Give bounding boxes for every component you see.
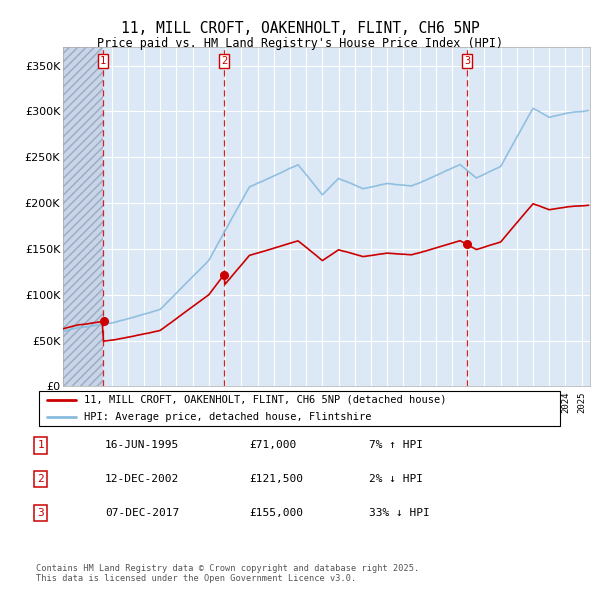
Text: 33% ↓ HPI: 33% ↓ HPI — [369, 509, 430, 518]
Text: 11, MILL CROFT, OAKENHOLT, FLINT, CH6 5NP (detached house): 11, MILL CROFT, OAKENHOLT, FLINT, CH6 5N… — [83, 395, 446, 405]
Text: Contains HM Land Registry data © Crown copyright and database right 2025.
This d: Contains HM Land Registry data © Crown c… — [36, 563, 419, 583]
Text: 2% ↓ HPI: 2% ↓ HPI — [369, 474, 423, 484]
Text: 2: 2 — [37, 474, 44, 484]
Text: HPI: Average price, detached house, Flintshire: HPI: Average price, detached house, Flin… — [83, 412, 371, 422]
Text: 7% ↑ HPI: 7% ↑ HPI — [369, 441, 423, 450]
Text: 3: 3 — [37, 509, 44, 518]
Text: 12-DEC-2002: 12-DEC-2002 — [105, 474, 179, 484]
Text: £71,000: £71,000 — [249, 441, 296, 450]
Text: 07-DEC-2017: 07-DEC-2017 — [105, 509, 179, 518]
Text: Price paid vs. HM Land Registry's House Price Index (HPI): Price paid vs. HM Land Registry's House … — [97, 37, 503, 50]
Text: £121,500: £121,500 — [249, 474, 303, 484]
Bar — [63, 47, 103, 386]
FancyBboxPatch shape — [38, 391, 560, 426]
Text: 16-JUN-1995: 16-JUN-1995 — [105, 441, 179, 450]
Text: 3: 3 — [464, 55, 470, 65]
Text: 1: 1 — [37, 441, 44, 450]
Text: 2: 2 — [221, 55, 227, 65]
Text: £155,000: £155,000 — [249, 509, 303, 518]
Text: 1: 1 — [100, 55, 106, 65]
Text: 11, MILL CROFT, OAKENHOLT, FLINT, CH6 5NP: 11, MILL CROFT, OAKENHOLT, FLINT, CH6 5N… — [121, 21, 479, 35]
